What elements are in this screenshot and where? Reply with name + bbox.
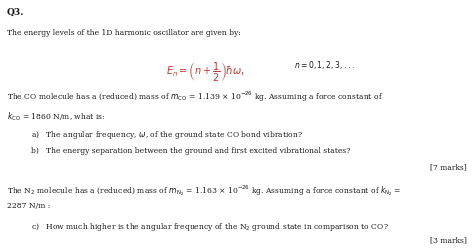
Text: $n = 0, 1, 2, 3, ...$: $n = 0, 1, 2, 3, ...$ bbox=[294, 59, 355, 70]
Text: [3 marks]: [3 marks] bbox=[430, 237, 467, 245]
Text: a)   The angular frequency, $\omega$, of the ground state CO bond vibration?: a) The angular frequency, $\omega$, of t… bbox=[31, 129, 303, 141]
Text: The energy levels of the 1D harmonic oscillator are given by:: The energy levels of the 1D harmonic osc… bbox=[7, 29, 241, 37]
Text: The CO molecule has a (reduced) mass of $m_{\mathrm{CO}}$ = 1.139 × 10$^{-26}$ k: The CO molecule has a (reduced) mass of … bbox=[7, 90, 383, 104]
Text: c)   How much higher is the angular frequency of the N$_2$ ground state in compa: c) How much higher is the angular freque… bbox=[31, 221, 389, 233]
Text: [7 marks]: [7 marks] bbox=[430, 163, 467, 171]
Text: 2287 N/m :: 2287 N/m : bbox=[7, 202, 51, 210]
Text: $E_n = \left(n + \dfrac{1}{2}\right)\hbar\omega,$: $E_n = \left(n + \dfrac{1}{2}\right)\hba… bbox=[166, 61, 245, 84]
Text: $k_{\mathrm{CO}}$ = 1860 N/m, what is:: $k_{\mathrm{CO}}$ = 1860 N/m, what is: bbox=[7, 110, 106, 123]
Text: b)   The energy separation between the ground and first excited vibrational stat: b) The energy separation between the gro… bbox=[31, 147, 350, 155]
Text: The N$_2$ molecule has a (reduced) mass of $m_{\mathrm{N_2}}$ = 1.163 × 10$^{-26: The N$_2$ molecule has a (reduced) mass … bbox=[7, 183, 401, 198]
Text: Q3.: Q3. bbox=[7, 7, 25, 16]
